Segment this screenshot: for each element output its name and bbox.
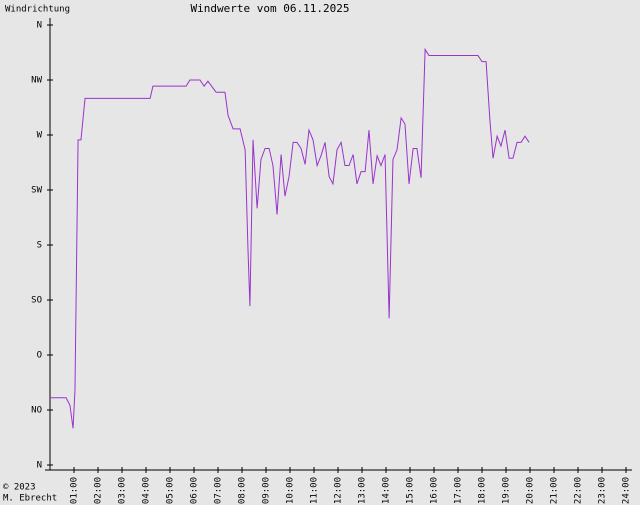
x-tick-label: 16:00 <box>430 477 440 504</box>
x-tick-label: 14:00 <box>382 477 392 504</box>
x-tick-label: 13:00 <box>358 477 368 504</box>
x-tick-label: 17:00 <box>454 477 464 504</box>
x-tick-label: 05:00 <box>166 477 176 504</box>
x-tick-label: 18:00 <box>478 477 488 504</box>
x-tick-label: 06:00 <box>190 477 200 504</box>
wind-line <box>50 47 530 429</box>
x-tick-label: 21:00 <box>550 477 560 504</box>
y-tick-label: N <box>37 461 42 471</box>
x-tick-label: 07:00 <box>214 477 224 504</box>
x-tick-label: 10:00 <box>286 477 296 504</box>
x-tick-label: 24:00 <box>622 477 632 504</box>
author: M. Ebrecht <box>3 494 57 504</box>
x-tick-label: 02:00 <box>94 477 104 504</box>
x-tick-label: 04:00 <box>142 477 152 504</box>
x-tick-label: 11:00 <box>310 477 320 504</box>
x-tick-label: 15:00 <box>406 477 416 504</box>
x-tick-label: 23:00 <box>598 477 608 504</box>
x-tick-label: 03:00 <box>118 477 128 504</box>
x-tick-label: 09:00 <box>262 477 272 504</box>
y-tick-label: SW <box>31 186 42 196</box>
y-tick-label: W <box>37 131 43 141</box>
y-tick-label: S <box>37 241 42 251</box>
x-tick-label: 01:00 <box>70 477 80 504</box>
x-tick-label: 22:00 <box>574 477 584 504</box>
x-tick-label: 08:00 <box>238 477 248 504</box>
y-tick-label: SO <box>31 296 42 306</box>
x-tick-label: 20:00 <box>526 477 536 504</box>
x-tick-label: 19:00 <box>502 477 512 504</box>
copyright: © 2023 <box>3 483 36 493</box>
y-tick-label: O <box>37 351 42 361</box>
y-tick-label: NO <box>31 406 42 416</box>
x-tick-label: 12:00 <box>334 477 344 504</box>
y-axis-label: Windrichtung <box>5 5 70 15</box>
y-tick-label: N <box>37 21 42 31</box>
y-tick-label: NW <box>31 76 42 86</box>
chart-title: Windwerte vom 06.11.2025 <box>191 2 350 15</box>
